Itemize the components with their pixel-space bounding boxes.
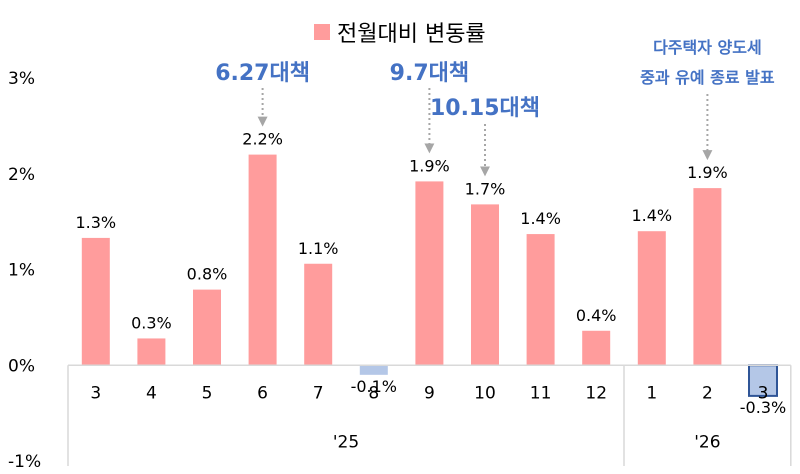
x-tick-label: 1 bbox=[646, 383, 657, 403]
data-label: -0.1% bbox=[351, 377, 397, 396]
annotation-label: 9.7대책 bbox=[390, 61, 469, 86]
data-label: 1.1% bbox=[298, 239, 339, 258]
data-labels: 1.3% 0.3% 0.8% 2.2% 1.1% -0.1% 1.9% 1.7% 1.4% 0.4… bbox=[75, 130, 786, 417]
x-axis: 3 4 5 6 7 8 9 10 11 12 1 2 3'25'26 bbox=[67, 364, 792, 466]
bar bbox=[637, 231, 666, 366]
annotation-label: 10.15대책 bbox=[430, 96, 540, 121]
legend: 전월대비 변동률 bbox=[314, 22, 486, 47]
y-tick-label: 3% bbox=[8, 69, 35, 89]
y-tick-label: -1% bbox=[8, 452, 41, 472]
bar bbox=[582, 330, 611, 366]
year-label: '25 bbox=[333, 432, 359, 452]
bar bbox=[359, 365, 388, 375]
x-tick-label: 11 bbox=[530, 383, 552, 403]
x-tick-label: 6 bbox=[257, 383, 268, 403]
annotation-label: 다주택자 양도세 bbox=[653, 38, 762, 57]
bar bbox=[304, 263, 333, 366]
x-tick-label: 3 bbox=[90, 383, 101, 403]
data-label: 1.9% bbox=[687, 163, 728, 182]
x-tick-label: 8 bbox=[368, 383, 379, 403]
year-label: '26 bbox=[694, 432, 720, 452]
y-tick-label: 2% bbox=[8, 165, 35, 185]
data-label: 1.4% bbox=[520, 209, 561, 228]
bar bbox=[137, 338, 166, 366]
bar bbox=[248, 154, 277, 366]
annotation-label: 중과 유예 종료 발표 bbox=[640, 68, 775, 87]
y-tick-label: 0% bbox=[8, 356, 35, 376]
y-tick-label: 1% bbox=[8, 261, 35, 281]
x-tick-label: 12 bbox=[585, 383, 607, 403]
bars bbox=[81, 154, 778, 397]
bar bbox=[526, 234, 555, 366]
data-label: 1.9% bbox=[409, 156, 450, 175]
data-label: -0.3% bbox=[740, 398, 786, 417]
bar bbox=[693, 188, 722, 366]
legend-label: 전월대비 변동률 bbox=[337, 22, 486, 47]
x-tick-label: 7 bbox=[313, 383, 324, 403]
legend-swatch bbox=[314, 24, 330, 40]
x-tick-label: 9 bbox=[424, 383, 435, 403]
y-axis: 3% 2% 1% 0% -1% bbox=[8, 69, 41, 472]
bar bbox=[415, 181, 444, 366]
bar bbox=[81, 237, 110, 366]
bar bbox=[471, 204, 499, 366]
x-tick-label: 4 bbox=[146, 383, 157, 403]
x-tick-label: 10 bbox=[474, 383, 496, 403]
x-tick-label: 2 bbox=[702, 383, 713, 403]
data-label: 1.7% bbox=[465, 179, 506, 198]
x-tick-label: 5 bbox=[202, 383, 213, 403]
data-label: 1.4% bbox=[631, 206, 672, 225]
annotation-label: 6.27대책 bbox=[215, 61, 310, 86]
x-tick-label: 3 bbox=[758, 383, 769, 403]
data-label: 0.4% bbox=[576, 306, 617, 325]
data-label: 0.8% bbox=[187, 265, 228, 284]
data-label: 2.2% bbox=[242, 130, 283, 149]
data-label: 1.3% bbox=[75, 213, 116, 232]
data-label: 0.3% bbox=[131, 313, 172, 332]
bar bbox=[193, 289, 221, 366]
